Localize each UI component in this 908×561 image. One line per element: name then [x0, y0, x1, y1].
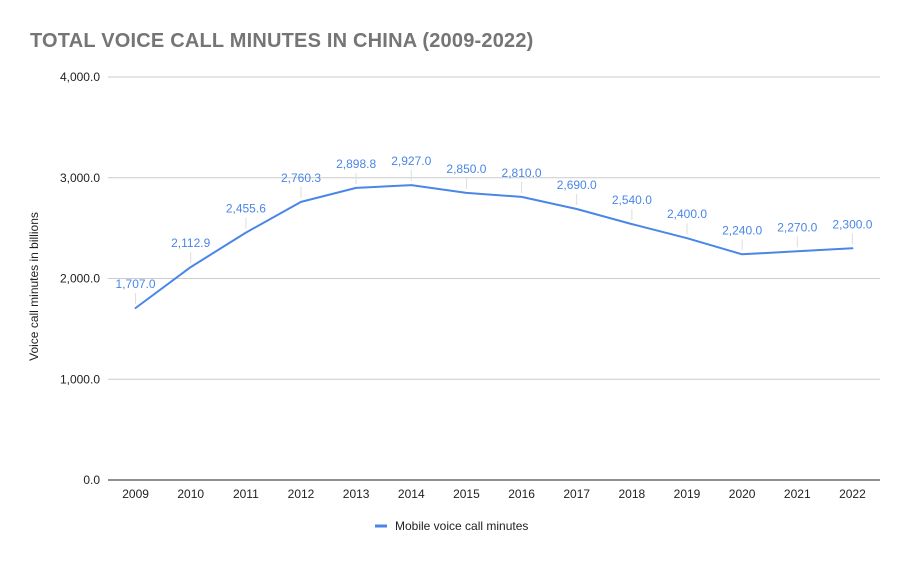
- grid-lines: [108, 76, 880, 481]
- data-label: 2,300.0: [832, 217, 872, 231]
- x-tick-label: 2021: [784, 487, 811, 501]
- x-tick-label: 2022: [839, 487, 866, 501]
- data-label: 2,270.0: [777, 220, 817, 234]
- y-tick-label: 3,000.0: [60, 171, 100, 185]
- x-tick-label: 2011: [233, 487, 259, 501]
- x-tick-label: 2015: [453, 487, 480, 501]
- data-label: 2,455.6: [226, 202, 266, 216]
- data-label: 2,850.0: [446, 162, 486, 176]
- data-label: 1,707.0: [116, 277, 156, 291]
- x-tick-label: 2014: [398, 487, 425, 501]
- y-tick-label: 4,000.0: [60, 70, 100, 84]
- data-label: 2,760.3: [281, 171, 321, 185]
- x-tick-label: 2012: [288, 487, 315, 501]
- y-tick-label: 0.0: [83, 473, 100, 487]
- data-label: 2,898.8: [336, 157, 376, 171]
- data-label: 2,540.0: [612, 193, 652, 207]
- y-tick-label: 1,000.0: [60, 372, 100, 386]
- data-label: 2,240.0: [722, 223, 762, 237]
- legend: Mobile voice call minutes: [375, 519, 528, 533]
- data-label: 2,810.0: [502, 166, 542, 180]
- axes: 0.0 1,000.0 2,000.0 3,000.0 4,000.0 2009 2010 2…: [27, 70, 866, 501]
- series-line: [134, 184, 854, 309]
- x-tick-label: 2009: [122, 487, 149, 501]
- chart-title: TOTAL VOICE CALL MINUTES IN CHINA (2009-…: [30, 30, 534, 52]
- data-label: 2,400.0: [667, 207, 707, 221]
- data-label: 2,690.0: [557, 178, 597, 192]
- legend-label: Mobile voice call minutes: [395, 519, 528, 533]
- y-tick-label: 2,000.0: [60, 272, 100, 286]
- series-layer: [134, 184, 854, 309]
- x-tick-label: 2020: [729, 487, 756, 501]
- x-tick-label: 2013: [343, 487, 370, 501]
- data-label: 2,112.9: [171, 236, 210, 250]
- x-tick-label: 2019: [674, 487, 701, 501]
- data-labels: 1,707.0 2,112.9 2,455.6 2,760.3 2,898.8 2,927…: [116, 154, 873, 305]
- x-tick-label: 2016: [508, 487, 535, 501]
- x-tick-label: 2010: [177, 487, 204, 501]
- x-tick-label: 2017: [563, 487, 590, 501]
- data-label: 2,927.0: [391, 154, 431, 168]
- x-tick-label: 2018: [619, 487, 646, 501]
- y-axis-title: Voice call minutes in billions: [27, 212, 41, 361]
